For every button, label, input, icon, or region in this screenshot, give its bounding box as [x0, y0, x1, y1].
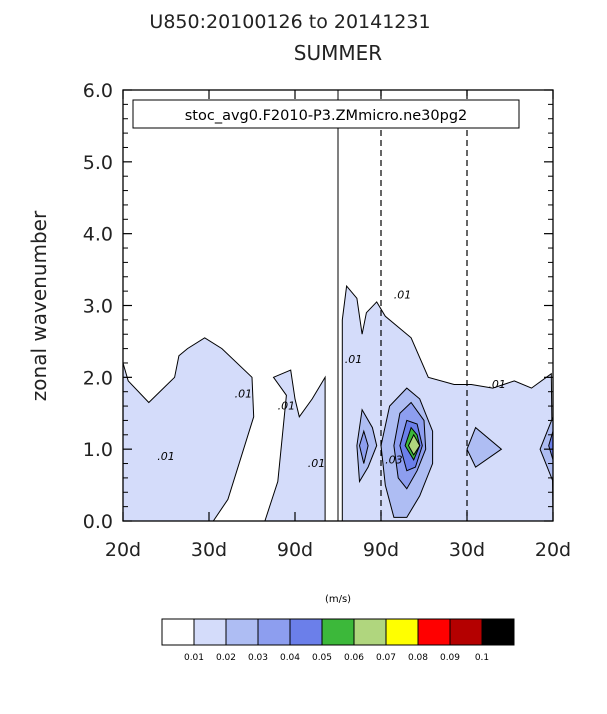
chart-title: U850:20100126 to 20141231	[149, 11, 430, 33]
colorbar-level-label: 0.06	[344, 653, 364, 663]
colorbar-swatch	[385, 618, 419, 646]
colorbar-swatch	[161, 618, 195, 646]
y-tick-label: 4.0	[83, 224, 113, 246]
colorbar-swatch	[289, 618, 323, 646]
x-tick-label: 30d	[191, 539, 227, 561]
x-tick-label: 90d	[363, 539, 399, 561]
colorbar-swatch	[353, 618, 387, 646]
colorbar-level-label: 0.05	[312, 653, 332, 663]
colorbar-level-label: 0.08	[408, 653, 428, 663]
colorbar-unit-label: (m/s)	[325, 594, 351, 605]
contour-region	[341, 284, 554, 522]
plot-area	[122, 284, 554, 522]
x-tick-label: 20d	[535, 539, 571, 561]
case-label: stoc_avg0.F2010-P3.ZMmicro.ne30pg2	[185, 108, 468, 124]
colorbar-level-label: 0.02	[216, 653, 236, 663]
contour-region	[407, 433, 421, 456]
contour-label: .01	[345, 353, 363, 366]
y-tick-label: 0.0	[83, 511, 113, 533]
colorbar-level-label: 0.07	[376, 653, 396, 663]
contour-label: .03	[385, 454, 403, 467]
x-tick-label: 30d	[449, 539, 485, 561]
colorbar-level-label: 0.1	[475, 653, 489, 663]
contour-label: .01	[235, 387, 253, 400]
colorbar-swatch	[321, 618, 355, 646]
case-label-box: stoc_avg0.F2010-P3.ZMmicro.ne30pg2	[132, 99, 520, 129]
colorbar-swatch	[417, 618, 451, 646]
colorbar-swatch	[193, 618, 227, 646]
y-axis-label: zonal wavenumber	[27, 210, 51, 401]
x-tick-label: 20d	[105, 539, 141, 561]
colorbar-level-label: 0.03	[248, 653, 268, 663]
contour-labels: .01 .01 .01 .01 .01 .01 .01 .03	[157, 288, 506, 470]
x-tick-label: 90d	[277, 539, 313, 561]
chart-subtitle: SUMMER	[294, 41, 382, 65]
contour-region	[358, 429, 369, 464]
colorbar-swatch	[449, 618, 483, 646]
y-tick-label: 6.0	[83, 80, 113, 102]
case-label-frame	[132, 99, 520, 129]
reference-lines	[337, 90, 468, 521]
colorbar-swatch	[225, 618, 259, 646]
contour-label: .01	[157, 450, 175, 463]
y-tick-label: 2.0	[83, 367, 113, 389]
contour-label: .01	[308, 457, 326, 470]
contour-region	[264, 369, 326, 522]
y-tick-label: 5.0	[83, 152, 113, 174]
contour-region	[466, 426, 503, 468]
axes: 0.0 1.0 2.0 3.0 4.0 5.0 6.0 20d 30d 90d 90d 30d 20d	[83, 80, 571, 561]
y-tick-label: 1.0	[83, 439, 113, 461]
colorbar-swatch	[257, 618, 291, 646]
colorbar-level-label: 0.09	[440, 653, 460, 663]
colorbar-level-label: 0.04	[280, 653, 300, 663]
contour-label: .01	[278, 400, 296, 413]
y-tick-label: 3.0	[83, 296, 113, 318]
colorbar: 0.01 0.02 0.03 0.04 0.05 0.06 0.07 0.08 0.09 0.1	[161, 618, 515, 663]
colorbar-swatch	[481, 618, 515, 646]
contour-label: .01	[488, 378, 506, 391]
contour-label: .01	[394, 288, 412, 301]
colorbar-level-label: 0.01	[184, 653, 204, 663]
contour-region	[122, 337, 255, 522]
